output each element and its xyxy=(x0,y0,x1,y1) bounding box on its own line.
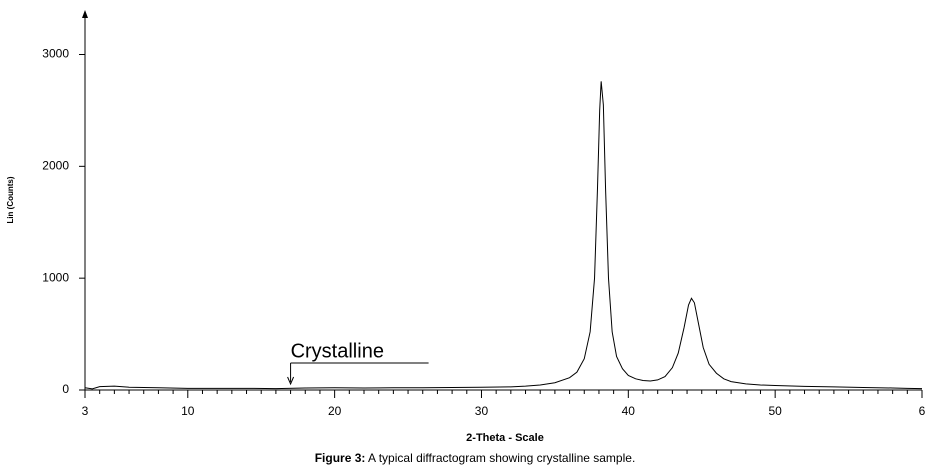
data-line xyxy=(84,81,923,390)
y-axis-arrow xyxy=(82,10,88,18)
x-tick-label: 30 xyxy=(475,404,489,418)
x-tick-label: 3 xyxy=(82,404,89,418)
y-tick-label: 2000 xyxy=(42,159,69,173)
y-axis-label: Lin (Counts) xyxy=(6,176,15,223)
caption-text: A typical diffractogram showing crystall… xyxy=(365,451,635,465)
x-axis-label: 2-Theta - Scale xyxy=(466,432,544,444)
annotation: Crystalline xyxy=(291,340,384,362)
x-tick-label: 40 xyxy=(622,404,636,418)
x-tick-label: 10 xyxy=(181,404,195,418)
y-tick-label: 3000 xyxy=(42,47,69,61)
annotation-arrowhead xyxy=(287,376,295,386)
x-tick-label: 20 xyxy=(328,404,342,418)
x-tick-label: 50 xyxy=(768,404,782,418)
y-tick-label: 0 xyxy=(62,382,69,396)
caption-label: Figure 3: xyxy=(315,451,366,465)
x-tick-label: 6 xyxy=(919,404,926,418)
caption: Figure 3: A typical diffractogram showin… xyxy=(315,451,636,465)
y-tick-label: 1000 xyxy=(42,270,69,284)
